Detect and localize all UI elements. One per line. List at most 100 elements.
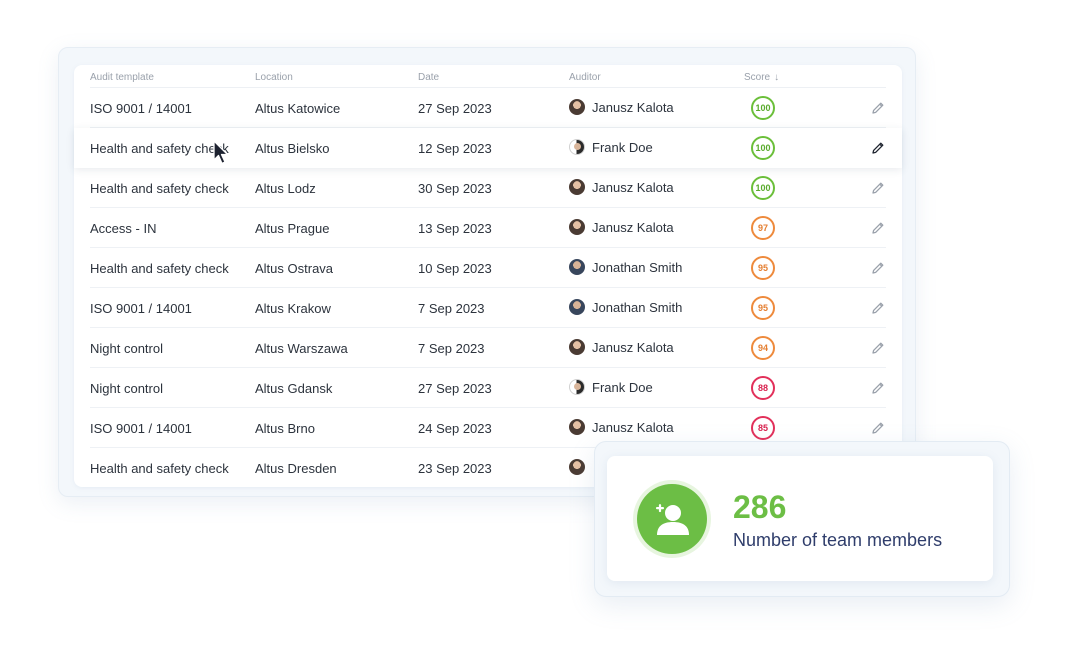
cell-date: 30 Sep 2023 (418, 181, 492, 196)
cell-location: Altus Brno (255, 421, 315, 436)
avatar (569, 419, 585, 435)
row-content: Health and safety check Altus Lodz 30 Sep … (90, 168, 886, 208)
header-score[interactable]: Score ↓ (744, 72, 779, 83)
row-content: Access - IN Altus Prague 13 Sep 2023 Janusz… (90, 208, 886, 248)
avatar (569, 259, 585, 275)
header-audit-template[interactable]: Audit template (90, 72, 154, 83)
cell-location: Altus Prague (255, 221, 330, 236)
row-content: Night control Altus Warszawa 7 Sep 2023 Jan… (90, 328, 886, 368)
auditor-name: Janusz Kalota (592, 99, 674, 115)
cell-date: 7 Sep 2023 (418, 341, 485, 356)
cell-auditor: Frank Doe (569, 379, 653, 395)
pencil-edit-icon[interactable] (870, 340, 886, 356)
cell-auditor: Janusz Kalota (569, 219, 674, 235)
table-header: Audit template Location Date Auditor Sco… (90, 70, 886, 88)
avatar (569, 179, 585, 195)
row-content: ISO 9001 / 14001 Altus Katowice 27 Sep 202… (90, 88, 886, 128)
cell-location: Altus Katowice (255, 101, 341, 116)
pencil-edit-icon[interactable] (870, 380, 886, 396)
header-auditor[interactable]: Auditor (569, 72, 601, 83)
header-location[interactable]: Location (255, 72, 293, 83)
cell-auditor: Janusz Kalota (569, 179, 674, 195)
pencil-edit-icon[interactable] (870, 260, 886, 276)
cell-auditor: Jonathan Smith (569, 259, 682, 275)
cell-auditor: Jonathan Smith (569, 299, 682, 315)
cell-location: Altus Gdansk (255, 381, 333, 396)
cell-date: 10 Sep 2023 (418, 261, 492, 276)
cell-date: 13 Sep 2023 (418, 221, 492, 236)
team-member-label: Number of team members (733, 530, 943, 550)
table-row[interactable]: Health and safety check Altus Lodz 30 Sep … (90, 168, 886, 208)
auditor-name: Jonathan Smith (592, 299, 683, 315)
cell-audit-template: Night control (90, 341, 163, 356)
add-user-icon (633, 480, 711, 558)
cell-date: 7 Sep 2023 (418, 301, 485, 316)
score-badge: 97 (751, 216, 775, 240)
cell-auditor: Janusz Kalota (569, 99, 674, 115)
pencil-edit-icon[interactable] (870, 420, 886, 436)
cell-location: Altus Warszawa (255, 341, 348, 356)
score-badge: 95 (751, 296, 775, 320)
score-badge: 100 (751, 96, 775, 120)
auditor-name: Janusz Kalota (592, 339, 674, 355)
score-badge: 94 (751, 336, 775, 360)
cell-audit-template: Health and safety check (90, 261, 229, 276)
cell-location: Altus Lodz (255, 181, 316, 196)
header-date[interactable]: Date (418, 72, 440, 83)
pencil-edit-icon[interactable] (870, 180, 886, 196)
cell-auditor (569, 459, 592, 475)
row-content: Health and safety check Altus Bielsko 12 S… (90, 128, 886, 168)
table-row[interactable]: ISO 9001 / 14001 Altus Krakow 7 Sep 2023 Jo… (90, 288, 886, 328)
avatar (569, 139, 585, 155)
table-row[interactable]: Night control Altus Warszawa 7 Sep 2023 Jan… (90, 328, 886, 368)
table-row[interactable]: Health and safety check Altus Dresden 23 S… (90, 448, 886, 488)
table-row[interactable]: Health and safety check Altus Bielsko 12 S… (74, 128, 902, 168)
score-badge: 95 (751, 256, 775, 280)
cell-location: Altus Bielsko (255, 141, 330, 156)
cell-auditor: Frank Doe (569, 139, 653, 155)
cell-audit-template: ISO 9001 / 14001 (90, 101, 192, 116)
table-row[interactable]: ISO 9001 / 14001 Altus Katowice 27 Sep 202… (90, 88, 886, 128)
auditor-name: Frank Doe (592, 139, 653, 155)
cell-location: Altus Krakow (255, 301, 331, 316)
team-member-count: 286 (733, 489, 787, 525)
pencil-edit-icon[interactable] (870, 100, 886, 116)
row-content: ISO 9001 / 14001 Altus Krakow 7 Sep 2023 Jo… (90, 288, 886, 328)
avatar (569, 299, 585, 315)
cell-auditor: Janusz Kalota (569, 339, 674, 355)
add-user-glyph (656, 504, 689, 535)
pencil-edit-icon[interactable] (870, 140, 886, 156)
add-user-icon-disc (637, 484, 707, 554)
cell-audit-template: ISO 9001 / 14001 (90, 421, 192, 436)
cell-audit-template: Health and safety check (90, 181, 229, 196)
cell-location: Altus Ostrava (255, 261, 334, 276)
pencil-edit-icon[interactable] (870, 300, 886, 316)
cell-audit-template: Health and safety check (90, 461, 229, 476)
mouse-cursor-icon (213, 140, 229, 165)
arrow-down-icon[interactable]: ↓ (774, 72, 780, 83)
auditor-name: Frank Doe (592, 379, 653, 395)
score-badge: 100 (751, 176, 775, 200)
auditor-name: Janusz Kalota (592, 179, 674, 195)
cell-location: Altus Dresden (255, 461, 337, 476)
score-badge: 88 (751, 376, 775, 400)
cell-auditor: Janusz Kalota (569, 419, 674, 435)
cell-audit-template: ISO 9001 / 14001 (90, 301, 192, 316)
avatar (569, 219, 585, 235)
auditor-name: Janusz Kalota (592, 219, 674, 235)
row-content: ISO 9001 / 14001 Altus Brno 24 Sep 2023 Jan… (90, 408, 886, 448)
table-row[interactable]: Night control Altus Gdansk 27 Sep 2023 Fran… (90, 368, 886, 408)
row-content: Night control Altus Gdansk 27 Sep 2023 Fran… (90, 368, 886, 408)
cell-audit-template: Night control (90, 381, 163, 396)
score-badge: 100 (751, 136, 775, 160)
row-content: Health and safety check Altus Ostrava 10 S… (90, 248, 886, 288)
header-score-label: Score (744, 72, 771, 83)
table-row[interactable]: Access - IN Altus Prague 13 Sep 2023 Janusz… (90, 208, 886, 248)
table-row[interactable]: Health and safety check Altus Ostrava 10 S… (90, 248, 886, 288)
avatar (569, 99, 585, 115)
auditor-name: Janusz Kalota (592, 419, 674, 435)
avatar (569, 339, 585, 355)
table-row[interactable]: ISO 9001 / 14001 Altus Brno 24 Sep 2023 Jan… (90, 408, 886, 448)
pencil-edit-icon[interactable] (870, 220, 886, 236)
